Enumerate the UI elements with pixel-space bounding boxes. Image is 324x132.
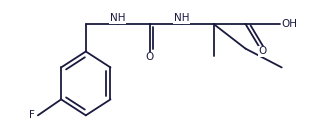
Text: O: O	[145, 52, 154, 62]
Text: O: O	[259, 46, 267, 56]
Text: F: F	[29, 110, 35, 120]
Text: OH: OH	[282, 19, 298, 29]
Text: NH: NH	[174, 13, 189, 23]
Text: NH: NH	[110, 13, 125, 23]
